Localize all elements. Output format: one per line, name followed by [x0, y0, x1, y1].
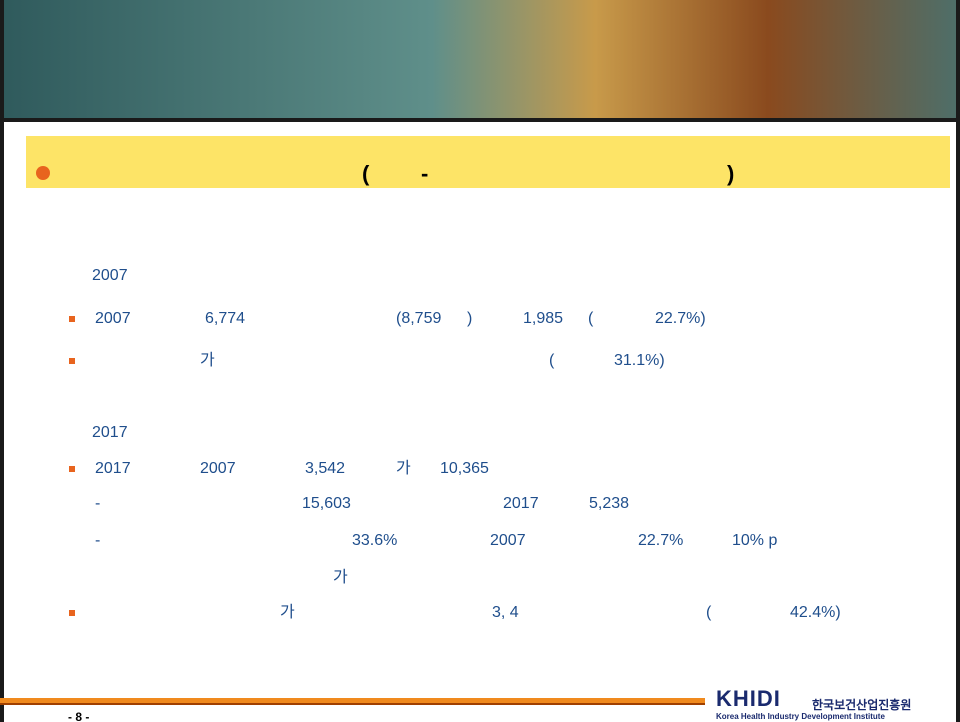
title-part: -	[421, 162, 428, 186]
bullet	[69, 316, 75, 322]
title-part: (	[362, 162, 369, 186]
footer-line	[0, 698, 705, 703]
text-fragment: 22.7%)	[655, 310, 706, 328]
text-fragment: 31.1%)	[614, 352, 665, 370]
text-fragment: -	[95, 495, 100, 513]
text-fragment: 6,774	[205, 310, 245, 328]
bullet	[69, 610, 75, 616]
page-number: - 8 -	[68, 708, 89, 722]
text-fragment: 가	[333, 569, 348, 587]
text-fragment: 10,365	[440, 460, 489, 478]
text-fragment: 10% p	[732, 532, 777, 550]
left-border	[0, 0, 4, 722]
text-fragment: (	[706, 604, 711, 622]
text-fragment: 2017	[95, 460, 131, 478]
text-fragment: 3, 4	[492, 604, 519, 622]
text-fragment: 2017	[503, 495, 539, 513]
bullet	[69, 466, 75, 472]
right-border	[956, 0, 960, 722]
org-english: Korea Health Industry Development Instit…	[716, 712, 885, 722]
title-part: )	[727, 162, 734, 186]
text-fragment: 22.7%	[638, 532, 683, 550]
text-fragment: 3,542	[305, 460, 345, 478]
text-fragment: 42.4%)	[790, 604, 841, 622]
text-fragment: 가	[396, 460, 411, 478]
text-fragment: 2007	[92, 267, 128, 285]
slide: - 8 - KHIDI 한국보건산업진흥원 Korea Health Indus…	[0, 0, 960, 722]
title-bullet	[36, 166, 50, 180]
text-fragment: (	[588, 310, 593, 328]
text-fragment: 2007	[200, 460, 236, 478]
banner-edge	[0, 118, 960, 122]
text-fragment: 가	[200, 352, 215, 370]
text-fragment: (	[549, 352, 554, 370]
text-fragment: 5,238	[589, 495, 629, 513]
text-fragment: 2007	[490, 532, 526, 550]
text-fragment: -	[95, 532, 100, 550]
text-fragment: 2017	[92, 424, 128, 442]
text-fragment: (8,759	[396, 310, 441, 328]
text-fragment: 가	[280, 604, 295, 622]
logo: KHIDI	[716, 690, 781, 708]
title-bar	[26, 136, 950, 188]
banner	[0, 0, 960, 120]
bullet	[69, 358, 75, 364]
text-fragment: 15,603	[302, 495, 351, 513]
footer-line-dark	[0, 703, 705, 705]
text-fragment: 33.6%	[352, 532, 397, 550]
text-fragment: 1,985	[523, 310, 563, 328]
text-fragment: )	[467, 310, 472, 328]
text-fragment: 2007	[95, 310, 131, 328]
